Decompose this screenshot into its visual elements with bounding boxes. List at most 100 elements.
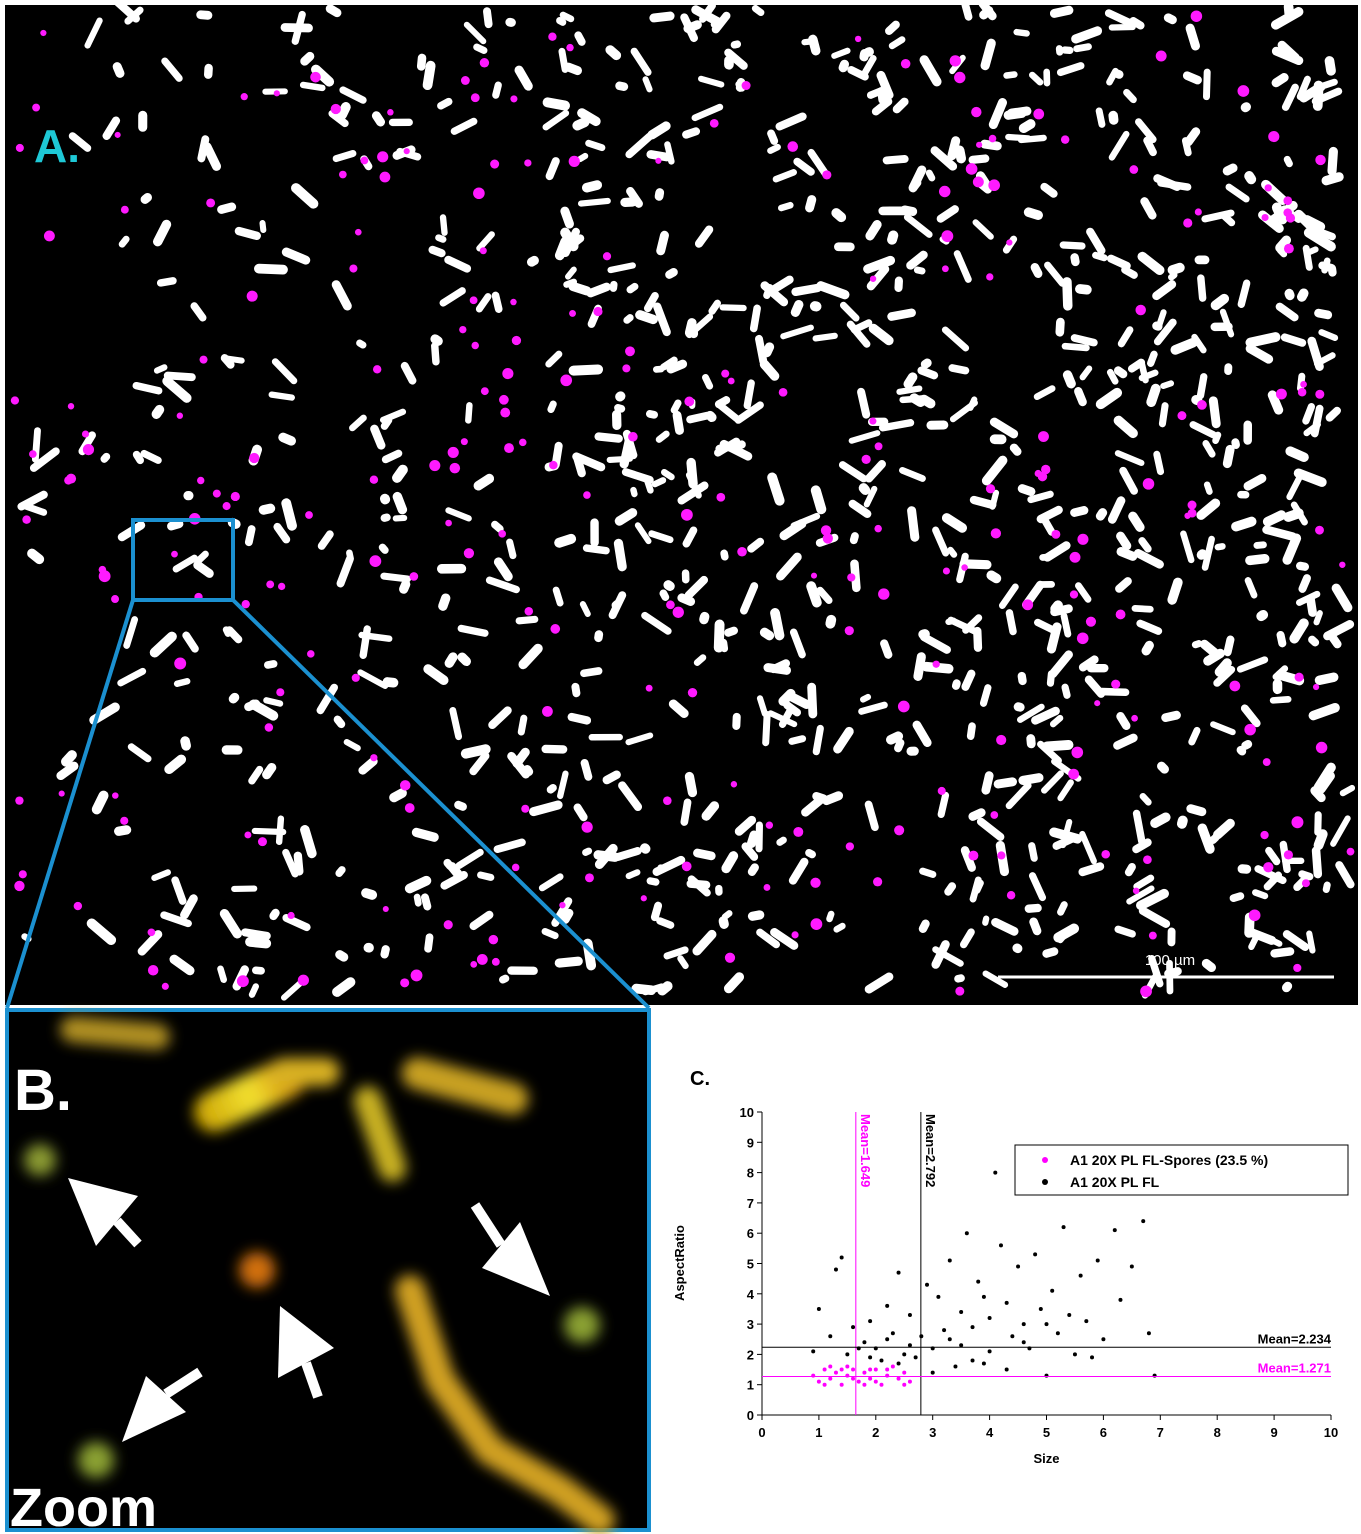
point	[891, 1331, 895, 1335]
point	[1130, 1265, 1134, 1269]
spore	[512, 864, 519, 871]
point	[862, 1340, 866, 1344]
spore	[1339, 562, 1345, 568]
point	[1084, 1319, 1088, 1323]
spore	[249, 453, 259, 463]
spore	[855, 36, 861, 42]
spore	[383, 906, 389, 912]
cell	[1314, 811, 1322, 836]
point	[840, 1255, 844, 1259]
spore	[966, 163, 978, 175]
spore	[845, 626, 854, 635]
spore	[1237, 85, 1249, 97]
point	[1039, 1307, 1043, 1311]
spore	[15, 796, 23, 804]
spore	[29, 450, 37, 458]
spore	[1143, 478, 1155, 490]
cell	[990, 434, 1007, 444]
spore	[646, 685, 653, 692]
spore	[1094, 700, 1100, 706]
spore	[1068, 769, 1079, 780]
point	[942, 1328, 946, 1332]
spore	[521, 805, 529, 813]
point	[971, 1325, 975, 1329]
spore	[377, 151, 388, 162]
y-tick-label: 8	[747, 1166, 754, 1181]
cell	[389, 119, 413, 126]
cell	[437, 564, 466, 574]
spore	[791, 931, 798, 938]
spore	[810, 878, 820, 888]
point	[897, 1361, 901, 1365]
point	[811, 1349, 815, 1353]
cell	[807, 683, 817, 719]
spore	[489, 935, 499, 945]
spore	[846, 842, 854, 850]
spore	[549, 461, 557, 469]
point	[1079, 1274, 1083, 1278]
spore	[44, 230, 55, 241]
legend-marker	[1042, 1179, 1048, 1185]
spore	[728, 378, 735, 385]
point	[874, 1380, 878, 1384]
spore	[954, 72, 965, 83]
x-tick-label: 3	[929, 1425, 936, 1440]
spore	[622, 364, 630, 372]
mean-label: Mean=1.649	[858, 1114, 873, 1187]
spore	[404, 148, 410, 154]
spore	[499, 395, 509, 405]
point	[953, 1365, 957, 1369]
point	[959, 1310, 963, 1314]
spore	[737, 547, 747, 557]
spore	[373, 365, 381, 373]
point	[988, 1349, 992, 1353]
spore	[1284, 850, 1293, 859]
spore	[502, 368, 513, 379]
spore	[1129, 165, 1138, 174]
spore	[200, 356, 208, 364]
spore	[1315, 390, 1324, 399]
point	[936, 1295, 940, 1299]
x-tick-label: 6	[1100, 1425, 1107, 1440]
point	[823, 1383, 827, 1387]
spore	[973, 176, 984, 187]
cell	[589, 734, 623, 741]
spore	[996, 735, 1006, 745]
point	[1096, 1258, 1100, 1262]
spore	[411, 970, 423, 982]
point	[965, 1231, 969, 1235]
cell	[834, 242, 855, 251]
point	[811, 1374, 815, 1378]
point	[908, 1343, 912, 1347]
spore	[120, 817, 128, 825]
spore	[448, 447, 459, 458]
point	[914, 1355, 918, 1359]
spore	[742, 81, 751, 90]
cell	[1167, 927, 1175, 946]
spore	[1293, 964, 1301, 972]
spore	[811, 573, 817, 579]
y-tick-label: 10	[740, 1105, 754, 1120]
spore	[1315, 526, 1324, 535]
y-tick-label: 7	[747, 1196, 754, 1211]
cell	[507, 966, 538, 975]
spore	[247, 291, 258, 302]
spore	[22, 515, 31, 524]
point	[885, 1368, 889, 1372]
cell	[1224, 363, 1233, 375]
point	[868, 1368, 872, 1372]
y-axis-title: AspectRatio	[672, 1225, 687, 1301]
spore	[1077, 632, 1089, 644]
spore	[32, 104, 40, 112]
spore	[764, 884, 771, 891]
cell	[715, 885, 723, 896]
spore	[1195, 208, 1202, 215]
spore	[943, 567, 950, 574]
y-tick-label: 0	[747, 1408, 754, 1423]
spore	[566, 44, 573, 51]
point	[828, 1377, 832, 1381]
spore	[500, 408, 510, 418]
spore	[901, 59, 911, 69]
point	[845, 1352, 849, 1356]
cell	[541, 745, 567, 754]
